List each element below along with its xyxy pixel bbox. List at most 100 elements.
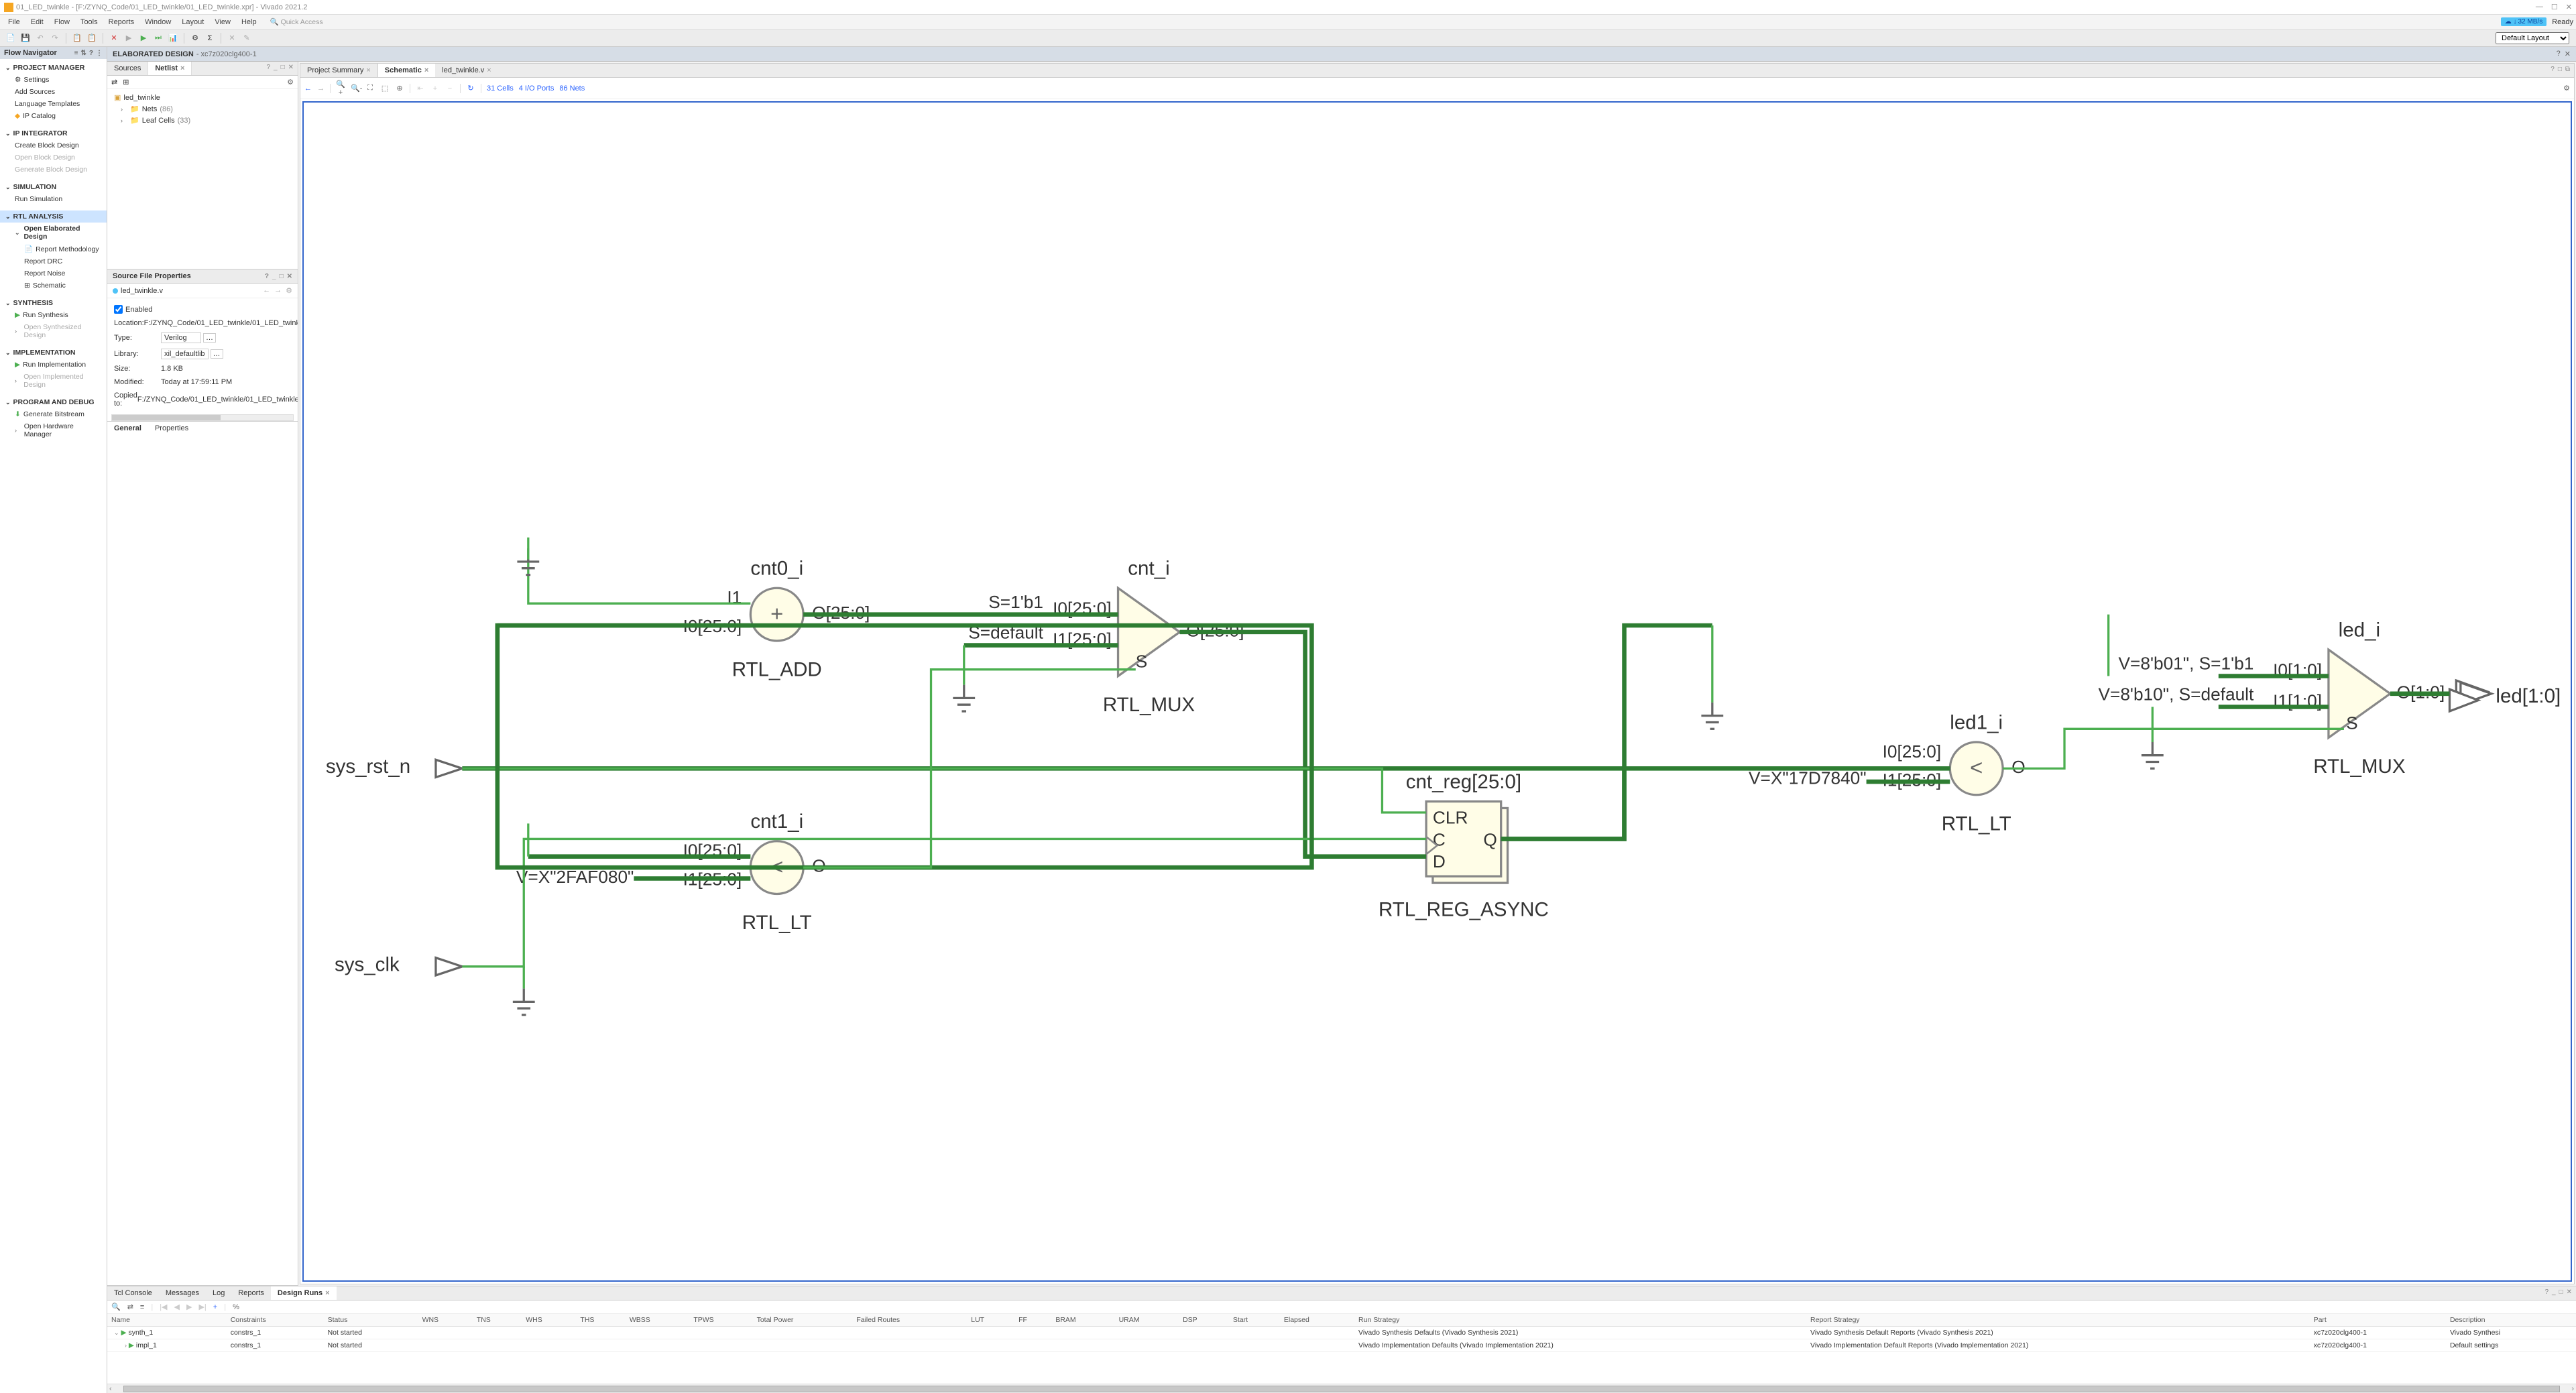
close-icon[interactable]: ✕ — [2567, 1288, 2572, 1298]
close-button[interactable]: ✕ — [2566, 3, 2572, 11]
horizontal-scrollbar[interactable]: ‹› — [107, 1384, 2576, 1393]
minimize-icon[interactable]: _ — [2552, 1288, 2556, 1298]
tab-properties[interactable]: Properties — [148, 422, 195, 435]
tab-messages[interactable]: Messages — [159, 1286, 206, 1300]
tab-sources[interactable]: Sources — [107, 62, 148, 75]
flow-item[interactable]: Report Noise — [0, 267, 107, 280]
prev-icon[interactable]: ⇤ — [416, 84, 425, 93]
collapse-icon[interactable]: ≡ — [74, 50, 78, 57]
close-icon[interactable]: × — [487, 66, 491, 74]
wand-icon[interactable]: ✎ — [240, 32, 253, 45]
column-header[interactable]: Elapsed — [1280, 1314, 1354, 1327]
flow-item[interactable]: Report DRC — [0, 255, 107, 267]
zoom-in-icon[interactable]: 🔍+ — [336, 80, 345, 97]
refresh-icon[interactable]: ↻ — [466, 84, 475, 93]
table-row[interactable]: › ▶ impl_1constrs_1Not startedVivado Imp… — [107, 1339, 2576, 1352]
redo-icon[interactable]: ↷ — [48, 32, 62, 45]
menu-help[interactable]: Help — [236, 17, 262, 27]
flow-item[interactable]: ◆IP Catalog — [0, 110, 107, 122]
flow-item[interactable]: ⬇Generate Bitstream — [0, 408, 107, 420]
select-icon[interactable]: ⬚ — [380, 84, 390, 93]
help-icon[interactable]: ? — [2557, 50, 2561, 58]
add-icon[interactable]: + — [213, 1303, 217, 1311]
memory-badge[interactable]: ☁ ↓ 32 MB/s — [2501, 17, 2546, 26]
paste-icon[interactable]: 📋 — [85, 32, 99, 45]
last-icon[interactable]: ▶| — [198, 1303, 206, 1311]
stat-nets[interactable]: 86 Nets — [559, 84, 585, 93]
close-icon[interactable]: × — [180, 64, 184, 72]
column-header[interactable]: Start — [1229, 1314, 1280, 1327]
run-icon[interactable]: ▶ — [122, 32, 135, 45]
menu-flow[interactable]: Flow — [49, 17, 75, 27]
back-icon[interactable]: ← — [263, 286, 270, 295]
sigma-icon[interactable]: Σ — [203, 32, 217, 45]
maximize-icon[interactable]: □ — [280, 273, 284, 280]
maximize-icon[interactable]: □ — [2559, 1288, 2563, 1298]
flow-item[interactable]: ⚙Settings — [0, 74, 107, 86]
play-icon[interactable]: ▶ — [137, 32, 150, 45]
scrollbar-thumb[interactable] — [112, 415, 221, 420]
close-icon[interactable]: ✕ — [288, 64, 294, 73]
column-header[interactable]: Report Strategy — [1806, 1314, 2310, 1327]
column-header[interactable]: FF — [1014, 1314, 1051, 1327]
column-header[interactable]: TNS — [473, 1314, 522, 1327]
minimize-button[interactable]: — — [2536, 3, 2543, 11]
next-icon[interactable]: ▶ — [186, 1303, 192, 1311]
filter-icon[interactable]: ⇄ — [111, 78, 117, 86]
tree-root[interactable]: ▣ led_twinkle — [111, 92, 294, 103]
gear-icon[interactable]: ⚙ — [2563, 84, 2570, 93]
flow-item[interactable]: ⊞Schematic — [0, 280, 107, 292]
menu-window[interactable]: Window — [139, 17, 176, 27]
menu-layout[interactable]: Layout — [176, 17, 209, 27]
first-icon[interactable]: |◀ — [160, 1303, 167, 1311]
close-icon[interactable]: × — [424, 66, 428, 74]
prev-icon[interactable]: ◀ — [174, 1303, 180, 1311]
tab-log[interactable]: Log — [206, 1286, 231, 1300]
flow-section-header[interactable]: ⌄RTL ANALYSIS — [0, 210, 107, 223]
new-icon[interactable]: 📄 — [4, 32, 17, 45]
props-enabled[interactable]: Enabled — [114, 302, 291, 316]
flow-item[interactable]: Create Block Design — [0, 139, 107, 152]
help-icon[interactable]: ? — [89, 50, 93, 57]
tab-reports[interactable]: Reports — [231, 1286, 271, 1300]
column-header[interactable]: URAM — [1115, 1314, 1179, 1327]
column-header[interactable]: TPWS — [689, 1314, 752, 1327]
close-icon[interactable]: ✕ — [2565, 50, 2571, 58]
column-header[interactable]: BRAM — [1051, 1314, 1114, 1327]
tab-tcl-console[interactable]: Tcl Console — [107, 1286, 159, 1300]
column-header[interactable]: WBSS — [626, 1314, 690, 1327]
minimize-icon[interactable]: _ — [274, 64, 278, 73]
chart-icon[interactable]: 📊 — [166, 32, 180, 45]
flow-section-header[interactable]: ⌄SYNTHESIS — [0, 297, 107, 309]
back-icon[interactable]: ← — [304, 84, 312, 93]
column-header[interactable]: LUT — [967, 1314, 1014, 1327]
flow-section-header[interactable]: ⌄IP INTEGRATOR — [0, 127, 107, 139]
fit-icon[interactable]: ⛶ — [365, 84, 375, 93]
flow-section-header[interactable]: ⌄SIMULATION — [0, 181, 107, 193]
flow-section-header[interactable]: ⌄PROGRAM AND DEBUG — [0, 396, 107, 408]
flow-item[interactable]: Language Templates — [0, 98, 107, 110]
undo-icon[interactable]: ↶ — [34, 32, 47, 45]
maximize-icon[interactable]: □ — [2558, 66, 2562, 75]
menu-reports[interactable]: Reports — [103, 17, 140, 27]
remove-icon[interactable]: − — [445, 84, 455, 93]
column-header[interactable]: THS — [576, 1314, 625, 1327]
tab-schematic[interactable]: Schematic× — [378, 64, 435, 77]
x-icon[interactable]: ✕ — [225, 32, 239, 45]
save-icon[interactable]: 💾 — [19, 32, 32, 45]
search-icon[interactable]: 🔍 — [111, 1303, 121, 1311]
menu-file[interactable]: File — [3, 17, 25, 27]
column-header[interactable]: Constraints — [227, 1314, 324, 1327]
add-icon[interactable]: + — [430, 84, 440, 93]
table-row[interactable]: ⌄ ▶ synth_1constrs_1Not startedVivado Sy… — [107, 1327, 2576, 1339]
minimize-icon[interactable]: _ — [272, 273, 276, 280]
tab-netlist[interactable]: Netlist× — [148, 62, 192, 75]
tab-led-twinkle-v[interactable]: led_twinkle.v× — [435, 64, 497, 77]
tree-item-leafcells[interactable]: ›📁 Leaf Cells (33) — [111, 115, 294, 126]
cancel-icon[interactable]: ✕ — [107, 32, 121, 45]
flow-item[interactable]: ›Open Hardware Manager — [0, 420, 107, 440]
flow-section-header[interactable]: ⌄IMPLEMENTATION — [0, 347, 107, 359]
column-header[interactable]: WHS — [522, 1314, 576, 1327]
expand-icon[interactable]: ⊞ — [123, 78, 129, 86]
forward-icon[interactable]: → — [317, 84, 325, 93]
